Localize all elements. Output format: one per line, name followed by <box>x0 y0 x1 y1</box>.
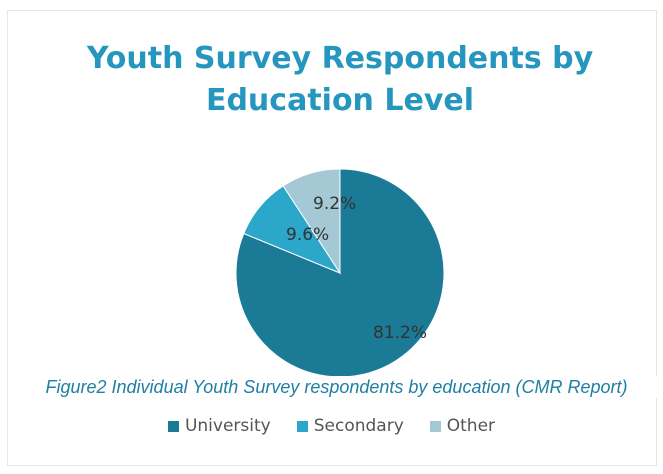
legend-label-secondary: Secondary <box>313 416 404 436</box>
legend: University Secondary Other <box>0 416 663 436</box>
legend-item-university: University <box>167 416 271 436</box>
figure-caption: Figure2 Individual Youth Survey responde… <box>10 376 663 398</box>
chart-title: Youth Survey Respondents by Education Le… <box>86 41 594 118</box>
legend-label-other: Other <box>446 416 496 436</box>
slice-label-secondary: 9.6% <box>286 225 329 245</box>
legend-swatch-other <box>429 420 441 432</box>
legend-swatch-secondary <box>296 420 308 432</box>
slice-label-university: 81.2% <box>373 323 427 343</box>
legend-swatch-university <box>167 420 179 432</box>
legend-item-secondary: Secondary <box>296 416 404 436</box>
legend-item-other: Other <box>429 416 496 436</box>
slice-label-other: 9.2% <box>313 194 356 214</box>
pie-slice-other <box>282 168 341 275</box>
legend-label-university: University <box>184 416 271 436</box>
